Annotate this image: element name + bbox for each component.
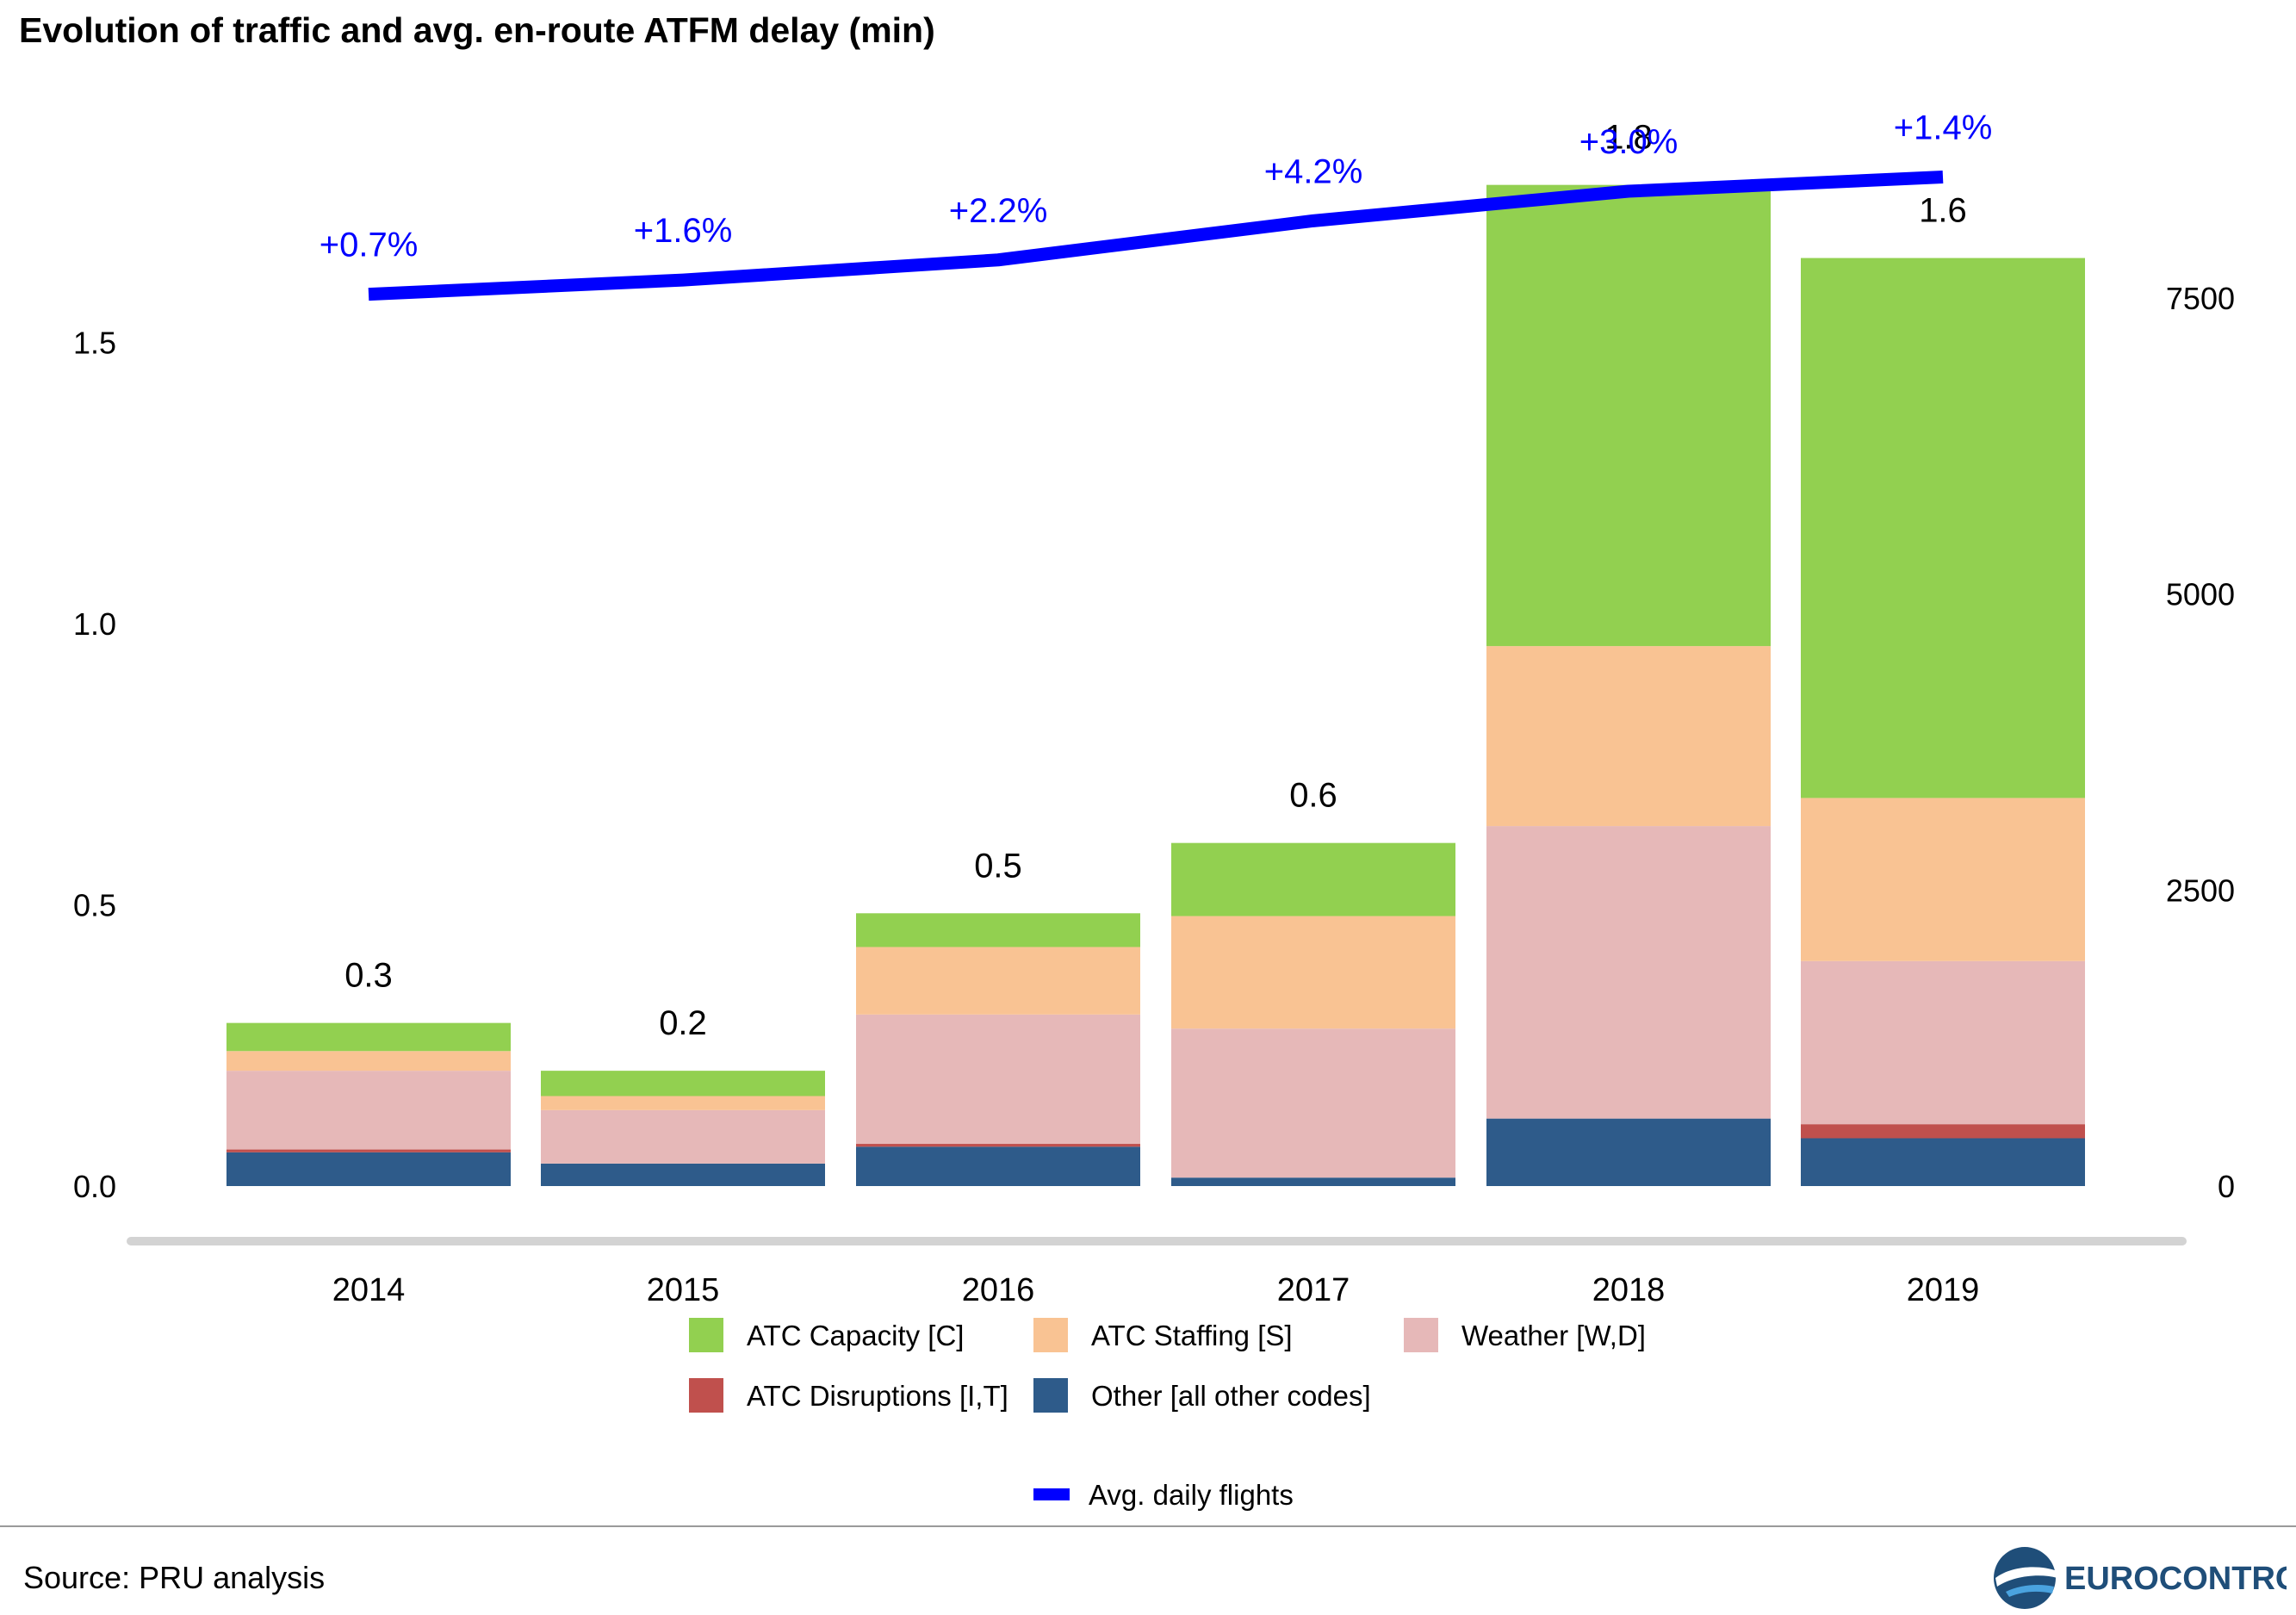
bar-segment — [226, 1022, 511, 1052]
traffic-growth-label: +4.2% — [1264, 152, 1363, 190]
y-left-tick-label: 0.5 — [73, 888, 116, 923]
x-tick-label: 2016 — [962, 1272, 1035, 1308]
source-note: Source: PRU analysis — [23, 1560, 326, 1595]
bar-segment — [1486, 1118, 1771, 1186]
x-tick-label: 2018 — [1592, 1272, 1666, 1308]
bar-total-label: 0.2 — [659, 1004, 707, 1042]
bar-segment — [226, 1051, 511, 1071]
bar-segment — [856, 1014, 1140, 1145]
legend-label: ATC Staffing [S] — [1091, 1320, 1293, 1351]
traffic-growth-label: +1.4% — [1894, 109, 1993, 147]
y-right-tick-label: 0 — [2218, 1169, 2235, 1204]
y-left-tick-label: 0.0 — [73, 1169, 116, 1204]
legend-label: Avg. daily flights — [1089, 1479, 1294, 1511]
x-tick-label: 2014 — [332, 1272, 406, 1308]
bar-segment — [1486, 826, 1771, 1119]
bar-segment — [1801, 798, 2085, 961]
legend-label: Weather [W,D] — [1461, 1320, 1646, 1351]
bar-segment — [541, 1163, 825, 1186]
bar-segment — [856, 1146, 1140, 1186]
bar-segment — [1801, 960, 2085, 1125]
bar-segment — [1171, 842, 1455, 916]
bar-segment — [1171, 916, 1455, 1029]
legend-swatch — [689, 1378, 723, 1413]
traffic-growth-label: +3.0% — [1579, 123, 1679, 161]
bar-total-label: 0.6 — [1289, 777, 1337, 815]
legend-swatch — [1033, 1318, 1068, 1352]
bar-segment — [1801, 1138, 2085, 1186]
legend-label: ATC Disruptions [I,T] — [747, 1380, 1008, 1412]
x-tick-label: 2019 — [1907, 1272, 1980, 1308]
y-left-tick-label: 1.0 — [73, 606, 116, 642]
bar-segment — [541, 1096, 825, 1110]
x-tick-label: 2015 — [647, 1272, 720, 1308]
bar-segment — [856, 913, 1140, 947]
bar-segment — [1801, 1124, 2085, 1139]
y-left-tick-label: 1.5 — [73, 326, 116, 361]
bar-segment — [1171, 1028, 1455, 1178]
bar-segment — [226, 1152, 511, 1186]
traffic-growth-label: +0.7% — [320, 227, 419, 264]
logo-text: EUROCONTROL — [2064, 1561, 2287, 1597]
x-tick-label: 2017 — [1277, 1272, 1350, 1308]
traffic-growth-label: +1.6% — [634, 212, 733, 250]
bar-segment — [541, 1071, 825, 1096]
y-right-tick-label: 7500 — [2166, 281, 2235, 316]
legend-swatch — [689, 1318, 723, 1352]
legend-label: ATC Capacity [C] — [747, 1320, 964, 1351]
page-title: Evolution of traffic and avg. en-route A… — [19, 10, 935, 50]
bar-segment — [856, 947, 1140, 1015]
y-right-tick-label: 2500 — [2166, 873, 2235, 908]
logo-icon — [1994, 1547, 2057, 1609]
bar-segment — [226, 1149, 511, 1152]
bar-total-label: 0.5 — [974, 847, 1022, 885]
legend-label: Other [all other codes] — [1091, 1380, 1371, 1412]
footer-divider — [0, 1525, 2296, 1527]
bar-segment — [1486, 184, 1771, 647]
bar-segment — [856, 1144, 1140, 1147]
bar-total-label: 1.6 — [1919, 192, 1967, 230]
bar-segment — [541, 1109, 825, 1164]
bar-segment — [1801, 258, 2085, 798]
bar-total-label: 1.8 — [1604, 119, 1653, 157]
legend-swatch — [1033, 1378, 1068, 1413]
traffic-line — [368, 171, 1944, 301]
bar-segment — [226, 1071, 511, 1150]
traffic-growth-label: +2.2% — [949, 192, 1048, 230]
bar-segment — [1486, 646, 1771, 827]
legend-swatch — [1404, 1318, 1438, 1352]
bar-total-label: 0.3 — [344, 957, 393, 995]
eurocontrol-logo: EUROCONTROL — [1985, 1540, 2296, 1611]
bar-segment — [1171, 1177, 1455, 1186]
y-right-tick-label: 5000 — [2166, 577, 2235, 612]
